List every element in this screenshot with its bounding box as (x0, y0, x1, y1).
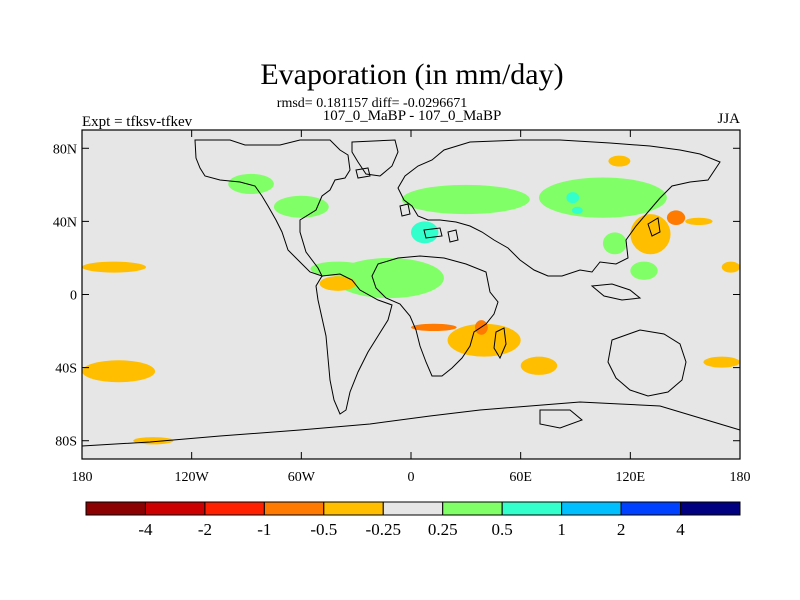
anomaly-region-7 (630, 261, 658, 280)
colorbar-label-0: -4 (138, 520, 153, 539)
colorbar-box-9 (620, 501, 682, 516)
x-tick-label-2: 60W (288, 470, 316, 485)
y-tick-label-2: 0 (70, 289, 77, 304)
colorbar-label-9: 4 (676, 520, 685, 539)
anomaly-region-4 (273, 195, 329, 218)
x-tick-label-3: 0 (408, 470, 415, 485)
colorbar-label-7: 1 (557, 520, 566, 539)
anomaly-region-11 (82, 360, 156, 383)
colorbar-box-6 (442, 501, 503, 516)
anomaly-region-1 (401, 184, 530, 215)
anomaly-region-18 (703, 356, 740, 368)
coastline-south-america (315, 273, 393, 415)
colorbar-box-8 (561, 501, 622, 516)
anomaly-region-6 (602, 232, 627, 255)
x-tick-label-1: 120W (175, 470, 210, 485)
experiment-label: Expt = tfksv-tfkev (82, 114, 193, 130)
coastline-black-sea (423, 227, 443, 239)
y-tick-label-1: 40N (53, 215, 77, 230)
y-axis-ticks: 80N 40N 0 40S 80S (53, 142, 740, 450)
y-tick-label-0: 80N (53, 142, 77, 157)
x-tick-label-5: 120E (616, 470, 646, 485)
coastline-caspian (447, 229, 459, 243)
anomaly-region-23 (411, 323, 457, 332)
colorbar-label-8: 2 (617, 520, 626, 539)
anomaly-region-9 (566, 192, 580, 204)
chart-subtitle: 107_0_MaBP - 107_0_MaBP (323, 108, 502, 124)
colorbar: -4 -2 -1 -0.5 -0.25 0.25 0.5 1 2 4 (85, 501, 741, 539)
colorbar-label-4: -0.25 (366, 520, 401, 539)
colorbar-box-4 (323, 501, 384, 516)
coastline-antarctica (81, 401, 741, 447)
coastline-britain (399, 203, 411, 217)
y-tick-label-3: 40S (55, 362, 77, 377)
anomaly-region-16 (520, 356, 558, 375)
anomaly-region-19 (721, 261, 740, 273)
colorbar-box-3 (263, 501, 325, 516)
x-axis-ticks: 180 120W 60W 0 60E 120E 180 (72, 130, 751, 485)
colorbar-box-1 (144, 501, 206, 516)
coastline-iceland (355, 167, 371, 179)
y-tick-label-4: 80S (55, 435, 77, 450)
colorbar-box-7 (501, 501, 563, 516)
colorbar-box-2 (204, 501, 265, 516)
anomaly-region-12 (82, 261, 146, 273)
colorbar-box-5 (382, 501, 444, 516)
colorbar-label-3: -0.5 (310, 520, 337, 539)
colorbar-label-2: -1 (257, 520, 271, 539)
colorbar-box-10 (680, 501, 741, 516)
coastline-africa (371, 255, 499, 377)
anomaly-region-20 (608, 155, 631, 167)
anomaly-region-10 (571, 206, 583, 215)
anomaly-region-14 (319, 276, 357, 291)
colorbar-label-6: 0.5 (492, 520, 513, 539)
season-label: JJA (717, 111, 740, 127)
continent-outlines (81, 139, 741, 447)
coastline-indonesia (590, 283, 642, 301)
anomaly-region-21 (685, 217, 713, 226)
x-tick-label-6: 180 (730, 470, 751, 485)
anomaly-region-15 (447, 323, 521, 357)
anomaly-region-17 (630, 214, 671, 255)
coastline-madagascar (493, 327, 507, 360)
colorbar-label-1: -2 (198, 520, 212, 539)
anomaly-region-22 (666, 210, 686, 226)
coastline-antarctic-island (539, 409, 583, 429)
colorbar-label-5: 0.25 (428, 520, 458, 539)
colorbar-box-0 (85, 501, 146, 516)
coastline-greenland (351, 139, 399, 177)
x-tick-label-0: 180 (72, 470, 93, 485)
anomaly-region-2 (538, 177, 667, 218)
anomaly-regions (82, 155, 740, 445)
coastline-japan (647, 217, 661, 237)
coastline-australia (607, 329, 687, 397)
chart-title: Evaporation (in mm/day) (260, 58, 563, 91)
stats-line: rmsd= 0.181157 diff= -0.0296671 (277, 96, 467, 111)
coastline-eurasia (397, 139, 721, 277)
anomaly-region-5 (310, 261, 366, 277)
anomaly-region-3 (228, 173, 274, 194)
coastline-north-america (194, 139, 351, 277)
x-tick-label-4: 60E (509, 470, 532, 485)
